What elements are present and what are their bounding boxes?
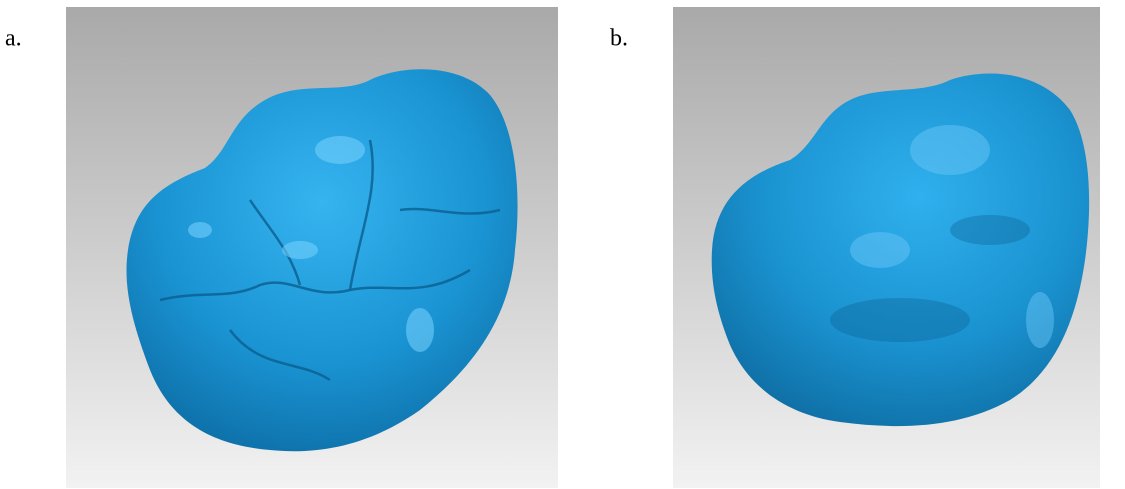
figure: a. b. <box>0 0 1125 489</box>
panel-a: a. <box>5 7 558 488</box>
panel-label: b. <box>610 26 628 52</box>
panel-label: a. <box>5 26 22 52</box>
panel-b: b. <box>610 7 1100 488</box>
